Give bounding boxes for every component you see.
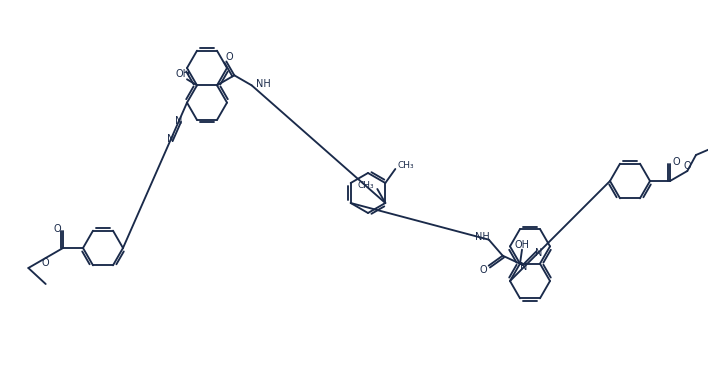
Text: N: N bbox=[535, 248, 542, 258]
Text: O: O bbox=[683, 161, 691, 171]
Text: O: O bbox=[226, 52, 233, 63]
Text: NH: NH bbox=[476, 232, 490, 242]
Text: CH₃: CH₃ bbox=[397, 161, 414, 169]
Text: OH: OH bbox=[176, 69, 190, 79]
Text: O: O bbox=[480, 265, 488, 275]
Text: O: O bbox=[672, 157, 680, 167]
Text: O: O bbox=[53, 224, 61, 234]
Text: N: N bbox=[520, 262, 528, 272]
Text: NH: NH bbox=[256, 79, 270, 89]
Text: N: N bbox=[167, 134, 175, 144]
Text: OH: OH bbox=[515, 240, 530, 250]
Text: N: N bbox=[176, 116, 183, 126]
Text: O: O bbox=[42, 258, 50, 268]
Text: CH₃: CH₃ bbox=[358, 181, 375, 190]
